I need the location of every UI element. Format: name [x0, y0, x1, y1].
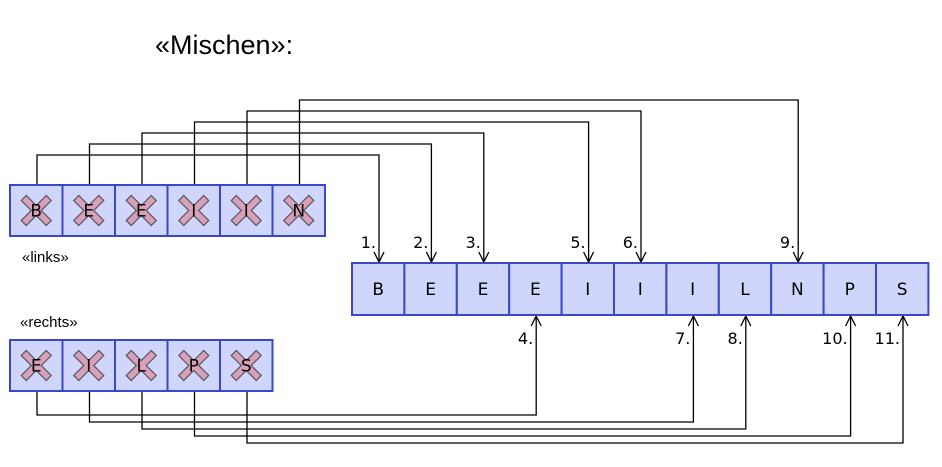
right-letter: I — [86, 357, 91, 377]
result-letter: S — [897, 280, 908, 300]
left-cell-box — [271, 184, 326, 237]
step-label: 5. — [570, 233, 585, 252]
cross-mark-icon — [72, 194, 105, 227]
result-cell-box — [717, 262, 773, 316]
result-cell-box — [613, 262, 668, 316]
left-letter: E — [83, 202, 94, 222]
right-letter: S — [241, 357, 252, 377]
cross-mark-icon — [230, 349, 263, 382]
result-cell: E — [455, 262, 511, 316]
result-letter: E — [425, 280, 436, 300]
left-cell: E — [61, 184, 116, 237]
cross-mark-icon — [282, 194, 315, 227]
connector-line — [246, 110, 642, 262]
step-label: 7. — [675, 329, 690, 348]
step-label: 4. — [518, 329, 533, 348]
right-letter: E — [31, 357, 42, 377]
right-letter: P — [189, 357, 199, 377]
result-cell-box — [455, 262, 511, 316]
result-cell: B — [351, 262, 406, 316]
result-letter: I — [585, 280, 590, 300]
left-cell: N — [271, 184, 326, 237]
left-cell: B — [9, 184, 64, 237]
right-cell: P — [166, 339, 221, 392]
right-cell: S — [219, 339, 274, 392]
cross-mark-icon — [20, 194, 53, 227]
step-label: 11. — [875, 329, 900, 348]
left-letter: I — [244, 202, 249, 222]
left-cell: I — [166, 184, 221, 237]
left-array-label: «links» — [22, 249, 69, 266]
result-cell: L — [717, 262, 773, 316]
result-cell-box — [403, 262, 458, 316]
step-label: 2. — [413, 233, 428, 252]
connector-line — [193, 316, 852, 437]
diagram-title: «Mischen»: — [155, 30, 293, 60]
cross-mark-icon — [177, 194, 210, 227]
result-letter: L — [740, 280, 750, 300]
connector-line — [88, 316, 695, 423]
result-cell-box — [770, 262, 825, 316]
cross-mark-icon — [125, 349, 158, 382]
connector-line — [36, 316, 537, 416]
connector-right-11. — [246, 314, 909, 444]
connector-line — [246, 316, 904, 444]
result-letter: E — [478, 280, 489, 300]
step-label: 6. — [623, 233, 638, 252]
cross-mark-icon — [125, 194, 158, 227]
result-letter: B — [372, 280, 384, 300]
result-letter: I — [638, 280, 643, 300]
result-letter: I — [690, 280, 695, 300]
result-cell: S — [875, 262, 930, 316]
connector-line — [193, 121, 590, 262]
result-letter: P — [845, 280, 855, 300]
cross-mark-icon — [20, 349, 53, 382]
result-cell: P — [822, 262, 877, 316]
result-cell-box — [560, 262, 615, 316]
left-letter: B — [30, 202, 42, 222]
left-letter: E — [136, 202, 147, 222]
result-cell: N — [770, 262, 825, 316]
step-label: 3. — [466, 233, 481, 252]
result-cell: I — [560, 262, 615, 316]
left-cell: E — [114, 184, 169, 237]
connector-lines — [36, 99, 909, 444]
connector-line — [141, 316, 747, 430]
right-array-label: «rechts» — [20, 314, 78, 331]
cross-mark-icon — [72, 349, 105, 382]
result-cell: I — [665, 262, 720, 316]
step-label: 9. — [780, 233, 795, 252]
result-cell: I — [613, 262, 668, 316]
result-letter: E — [530, 280, 541, 300]
step-label: 10. — [822, 329, 847, 348]
left-letter: N — [292, 202, 305, 222]
right-cell: L — [114, 339, 169, 392]
right-cell: E — [9, 339, 64, 392]
step-labels: 1. 2. 3. 5. 6. 9. 4. 7. 8. 10. 11. — [361, 233, 900, 348]
result-cell-box — [508, 262, 563, 316]
cross-mark-icon — [230, 194, 263, 227]
connector-line — [36, 154, 380, 262]
right-cell: I — [61, 339, 116, 392]
step-label: 1. — [361, 233, 376, 252]
result-cell-box — [822, 262, 877, 316]
left-letter: I — [191, 202, 196, 222]
cross-mark-icon — [177, 349, 210, 382]
step-label: 8. — [728, 329, 743, 348]
left-cell: I — [219, 184, 274, 237]
connector-line — [141, 132, 485, 262]
result-cell-box — [351, 262, 406, 316]
result-cell-box — [875, 262, 930, 316]
connector-line — [298, 99, 799, 262]
result-letter: N — [791, 280, 804, 300]
right-letter: L — [137, 357, 147, 377]
result-cell: E — [403, 262, 458, 316]
connector-line — [88, 143, 433, 262]
result-cell: E — [508, 262, 563, 316]
